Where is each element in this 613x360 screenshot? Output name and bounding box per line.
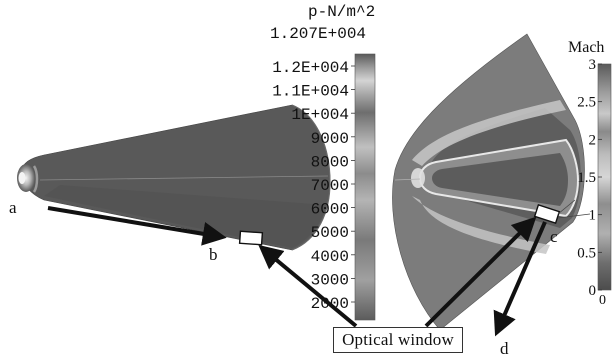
mach-contour-panel: c d Mach 3 2.5 2 1.5 1 0.5 0 0 (392, 33, 612, 358)
optical-window-label: Optical window (342, 330, 454, 349)
pressure-colorbar (354, 53, 376, 321)
cone-nose-core (18, 172, 26, 184)
pressure-tick-label: 1E+004 (291, 106, 349, 124)
cone-nose (17, 164, 35, 192)
pressure-tick-label: 9000 (311, 130, 349, 148)
pressure-tick-label: 1.1E+004 (272, 83, 349, 101)
mach-tick-label: 1.5 (577, 170, 596, 186)
mach-unit-label: Mach (568, 39, 604, 56)
optical-window-b (238, 230, 264, 246)
cone-base-edge (291, 104, 331, 251)
cone-nose-band (32, 165, 39, 193)
point-label-c: c (550, 227, 558, 246)
optical-window-callout: Optical window (333, 327, 463, 353)
mach-colorbar-ticks: 3 2.5 2 1.5 1 0.5 0 (577, 57, 602, 299)
mach-tick-label: 2.5 (577, 95, 596, 111)
point-label-d: d (500, 339, 509, 358)
pressure-max-label: 1.207E+004 (270, 25, 366, 43)
mach-stagnation (411, 168, 425, 188)
optical-window-c (533, 204, 561, 224)
pressure-contour-panel: a b p-N/m^2 1.207E+004 1.2E+0041.1E+0041… (9, 3, 376, 321)
mach-freestream-line (394, 178, 421, 181)
arrow-callout-to-c (424, 216, 537, 328)
pressure-unit-label: p-N/m^2 (308, 3, 375, 21)
pressure-colorbar-ticks: 1.2E+004 1.1E+004 1E+004 9000 8000 7000 6000 50… (272, 59, 355, 313)
leader-c-1 (557, 199, 576, 215)
pressure-tick-label: 5000 (311, 224, 349, 242)
mach-axis-min-label: 0 (599, 293, 606, 308)
point-label-b: b (209, 245, 218, 264)
point-label-a: a (9, 198, 17, 217)
arrow-callout-to-b (258, 244, 358, 328)
leader-c-2 (557, 213, 591, 219)
pressure-tick-label: 6000 (311, 201, 349, 219)
mach-body-core (432, 153, 568, 206)
arrow-c-to-d (493, 221, 547, 337)
mach-tick-label: 0.5 (577, 245, 596, 261)
pressure-tick-label: 8000 (311, 153, 349, 171)
pressure-tick-label: 4000 (311, 248, 349, 266)
pressure-tick-label: 3000 (311, 271, 349, 289)
mach-tick-label: 1 (589, 208, 597, 224)
mach-shock-upper (412, 100, 566, 166)
cone-axis-line (39, 175, 329, 181)
mach-tick-label: 0 (589, 283, 597, 299)
mach-tick-label: 2 (589, 132, 597, 148)
mach-tick-label: 3 (589, 57, 597, 73)
arrow-a-to-b (47, 206, 227, 246)
pressure-tick-label: 7000 (311, 177, 349, 195)
optical-window-callout-arrows (258, 216, 537, 328)
pressure-tick-label: 1.2E+004 (272, 59, 349, 77)
